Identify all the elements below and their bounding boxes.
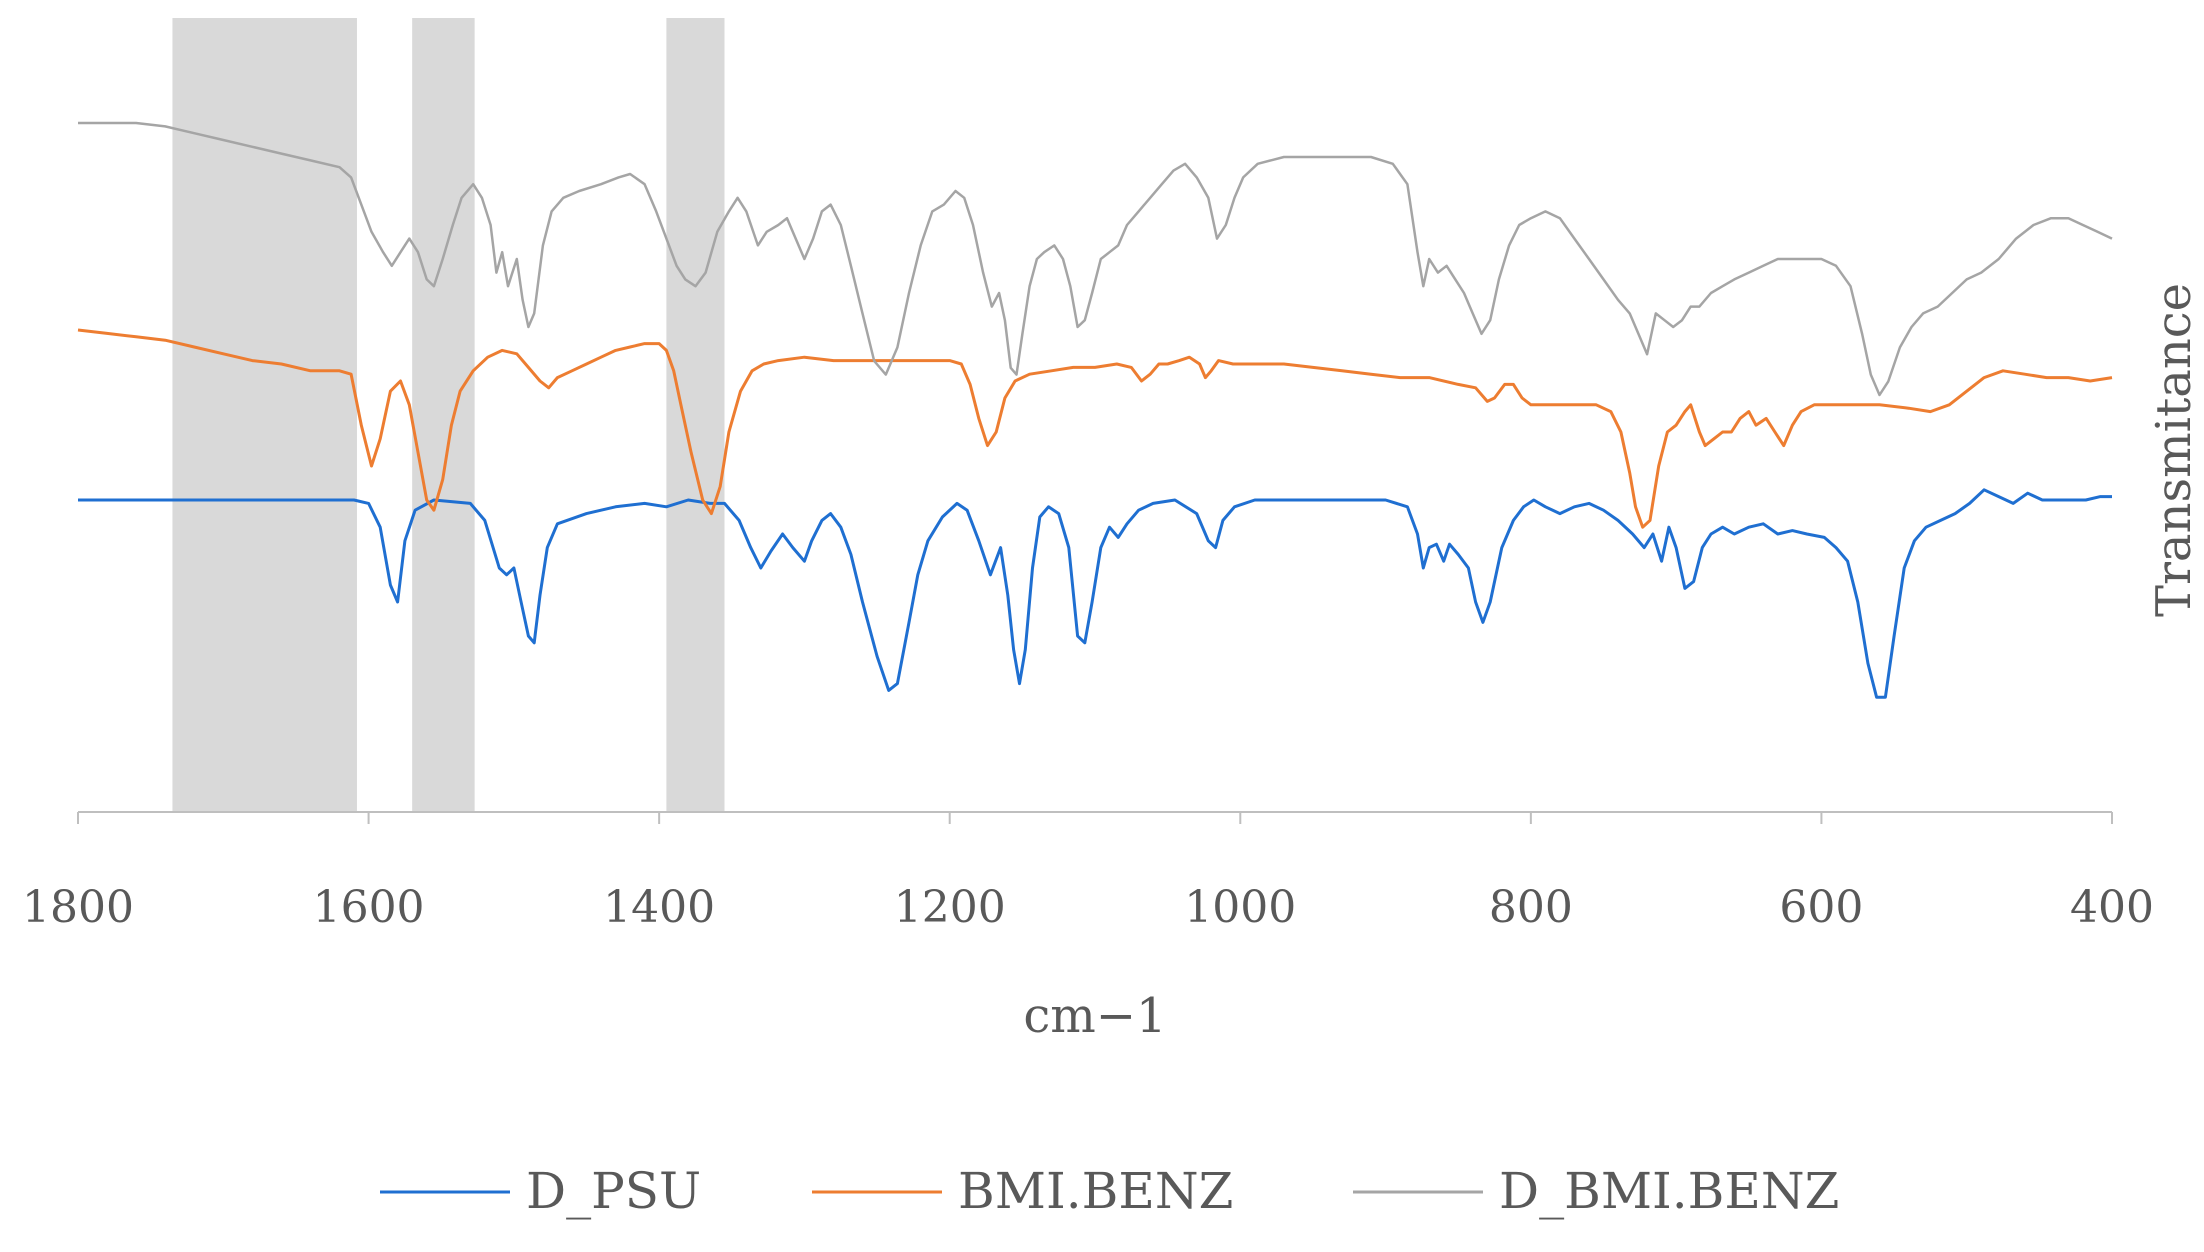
highlight-band-1 bbox=[172, 18, 357, 812]
series-line-d-bmi-benz bbox=[78, 121, 2113, 397]
legend: D_PSU BMI.BENZ D_BMI.BENZ bbox=[380, 1162, 1839, 1220]
series-line-d-psu bbox=[78, 488, 2112, 699]
x-tick-label: 400 bbox=[2070, 882, 2154, 933]
x-axis-title: cm−1 bbox=[1023, 988, 1166, 1044]
x-tick-label: 1400 bbox=[603, 882, 715, 933]
x-tick-label: 1000 bbox=[1184, 882, 1296, 933]
legend-label-d-bmi-benz: D_BMI.BENZ bbox=[1499, 1162, 1839, 1220]
series-lines bbox=[77, 121, 2113, 699]
highlight-bands bbox=[172, 18, 725, 812]
x-tick-label: 600 bbox=[1779, 882, 1863, 933]
y-axis-title: Transmitance bbox=[2146, 283, 2202, 617]
legend-label-bmi-benz: BMI.BENZ bbox=[958, 1162, 1233, 1220]
x-tick-label: 800 bbox=[1489, 882, 1573, 933]
x-tick-label: 1200 bbox=[894, 882, 1006, 933]
x-axis: 1800 1600 1400 1200 1000 800 600 400 bbox=[22, 811, 2154, 933]
x-tick-label: 1800 bbox=[22, 882, 134, 933]
x-tick-label: 1600 bbox=[313, 882, 425, 933]
legend-label-d-psu: D_PSU bbox=[526, 1162, 701, 1220]
highlight-band-3 bbox=[666, 18, 725, 812]
series-line-bmi-benz bbox=[77, 328, 2113, 529]
highlight-band-2 bbox=[412, 18, 475, 812]
